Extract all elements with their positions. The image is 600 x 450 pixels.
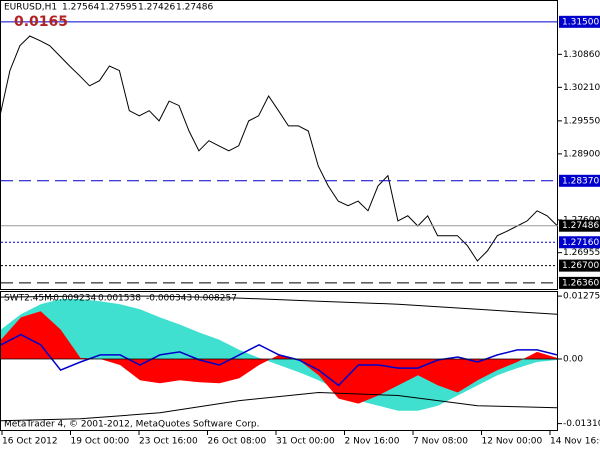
level-box — [559, 236, 600, 249]
level-box — [559, 219, 600, 232]
y-tick-label: -0.013107 — [563, 419, 600, 429]
y-tick-label: 1.26955 — [563, 248, 600, 258]
level-box — [559, 174, 600, 187]
main-panel — [0, 0, 558, 290]
price-line — [0, 35, 558, 262]
level-label: 1.27486 — [562, 221, 599, 231]
annotation: 0.0165 — [14, 14, 68, 30]
ohlc-value: 1.27486 — [176, 3, 213, 13]
indicator-layer: 0.012757 0.00 -0.013107 — [0, 292, 600, 429]
indicator-value: 0.008257 — [194, 294, 237, 304]
y-tick-label: 0.00 — [563, 354, 583, 364]
x-tick-label: 23 Oct 16:00 — [139, 437, 198, 447]
level-label: 1.26700 — [562, 261, 599, 271]
y-tick-label: 1.30210 — [563, 83, 600, 93]
level-label: 1.31500 — [562, 17, 599, 27]
x-tick-label: 7 Nov 08:00 — [413, 437, 468, 447]
y-tick-label: 1.28900 — [563, 149, 600, 159]
x-tick-label: 26 Oct 08:00 — [208, 437, 267, 447]
level-label: 1.27160 — [562, 238, 599, 248]
x-tick-label: 14 Nov 16:00 — [550, 437, 600, 447]
y-tick-label: 1.29550 — [563, 116, 600, 126]
y-tick-label: 0.012757 — [563, 292, 600, 302]
level-box — [559, 259, 600, 272]
x-tick-label: 19 Oct 00:00 — [71, 437, 130, 447]
y-tick-label: 1.30860 — [563, 50, 600, 60]
text-layer: EURUSD,H1 0.0165 SWT2.45M: MetaTrader 4,… — [1, 3, 600, 447]
ohlc-value: 1.27595 — [100, 3, 137, 13]
indicator-line — [0, 295, 558, 315]
x-tick-label: 2 Nov 16:00 — [345, 437, 400, 447]
indicator-area — [1, 311, 557, 404]
indicator-area — [1, 299, 557, 411]
symbol: EURUSD,H1 — [4, 3, 57, 13]
ohlc-value: 1.27564 — [62, 3, 99, 13]
indicator-name: SWT2.45M: — [4, 294, 55, 304]
main-layer: 1.308601.302101.295501.289001.276001.269… — [0, 15, 600, 289]
level-box — [559, 276, 600, 289]
level-label: 1.26360 — [562, 278, 599, 288]
indicator-value: -0.000343 — [146, 294, 192, 304]
level-label: 1.28370 — [562, 176, 599, 186]
footer: MetaTrader 4, © 2001-2012, MetaQuotes So… — [4, 420, 260, 430]
indicator-line — [0, 391, 558, 422]
level-box — [559, 15, 600, 28]
x-tick-label: 31 Oct 00:00 — [276, 437, 335, 447]
x-tick-label: 16 Oct 2012 — [2, 437, 58, 447]
indicator-value: -0.009234 — [50, 294, 96, 304]
ohlc-value: 1.27426 — [138, 3, 175, 13]
indicator-value: 0.001538 — [98, 294, 141, 304]
x-tick-label: 12 Nov 00:00 — [482, 437, 543, 447]
